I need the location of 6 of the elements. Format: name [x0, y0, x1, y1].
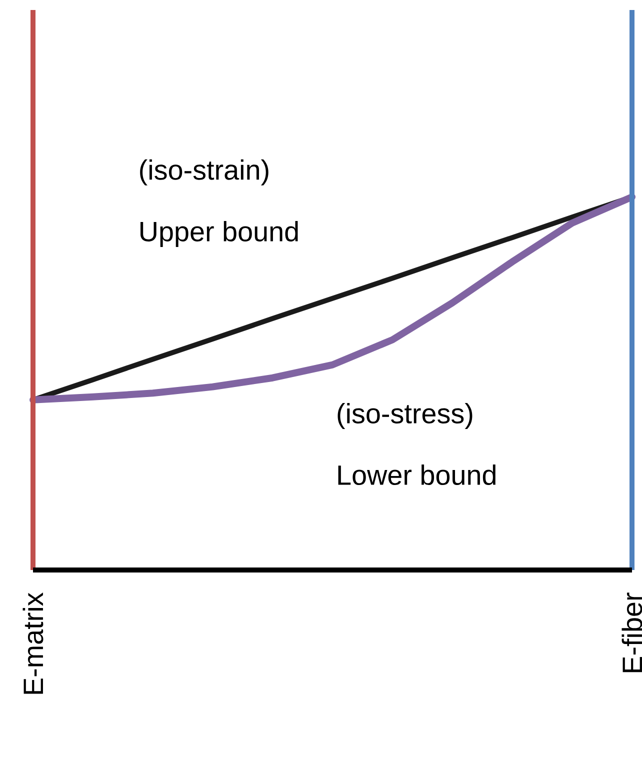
annotation: (iso-stress): [338, 403, 472, 429]
annotation: Upper bound: [140, 221, 298, 247]
x-tick-label: E-fiber: [622, 592, 642, 672]
annotation: Lower bound: [338, 464, 496, 486]
x-tick-label: E-matrix: [22, 592, 44, 694]
text: (iso-strain): [140, 159, 268, 186]
